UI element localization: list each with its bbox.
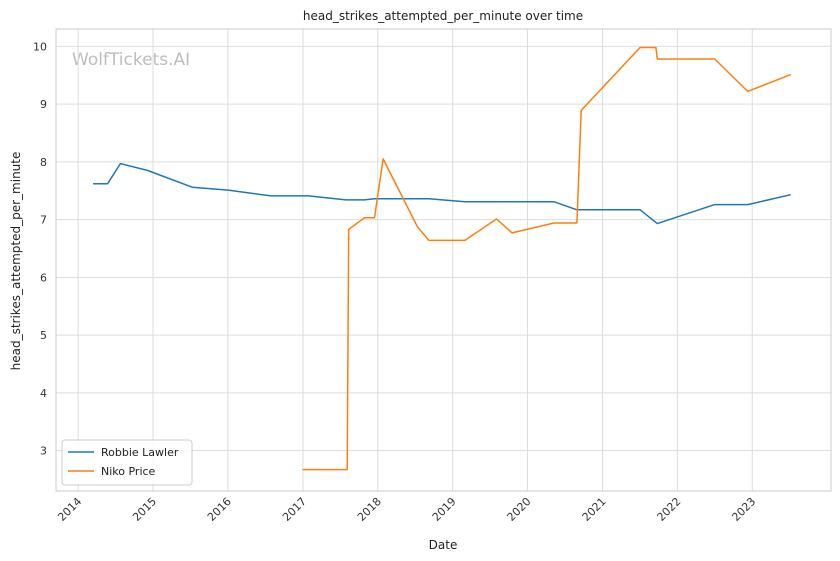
x-axis-label: Date xyxy=(429,538,458,552)
y-tick-label: 9 xyxy=(40,98,47,111)
x-tick-label: 2015 xyxy=(130,495,159,524)
y-tick-label: 8 xyxy=(40,156,47,169)
x-tick-label: 2022 xyxy=(655,495,684,524)
x-tick-label: 2018 xyxy=(355,495,384,524)
plot-frame xyxy=(55,28,832,492)
x-tick-label: 2023 xyxy=(729,495,758,524)
y-tick-label: 6 xyxy=(40,271,47,284)
legend-label: Robbie Lawler xyxy=(101,446,179,459)
legend-box xyxy=(61,439,193,486)
x-tick-label: 2020 xyxy=(505,495,534,524)
grid xyxy=(56,29,831,491)
y-tick-label: 10 xyxy=(33,40,47,53)
series-lines xyxy=(93,46,792,471)
y-axis-label: head_strikes_attempted_per_minute xyxy=(9,152,23,371)
x-tick-label: 2017 xyxy=(280,495,309,524)
y-tick-label: 4 xyxy=(40,387,47,400)
x-tick-label: 2016 xyxy=(205,495,234,524)
x-tick-label: 2021 xyxy=(580,495,609,524)
watermark: WolfTickets.AI xyxy=(72,50,190,70)
x-tick-label: 2014 xyxy=(55,495,84,524)
series-line-0 xyxy=(93,162,791,225)
y-tick-label: 3 xyxy=(40,445,47,458)
legend: Robbie Lawler Niko Price xyxy=(61,439,193,486)
x-tick-label: 2019 xyxy=(430,495,459,524)
series-line-1 xyxy=(302,46,792,471)
chart-title: head_strikes_attempted_per_minute over t… xyxy=(303,9,583,23)
legend-label: Niko Price xyxy=(101,465,156,478)
y-tick-label: 7 xyxy=(40,214,47,227)
y-tick-label: 5 xyxy=(40,329,47,342)
